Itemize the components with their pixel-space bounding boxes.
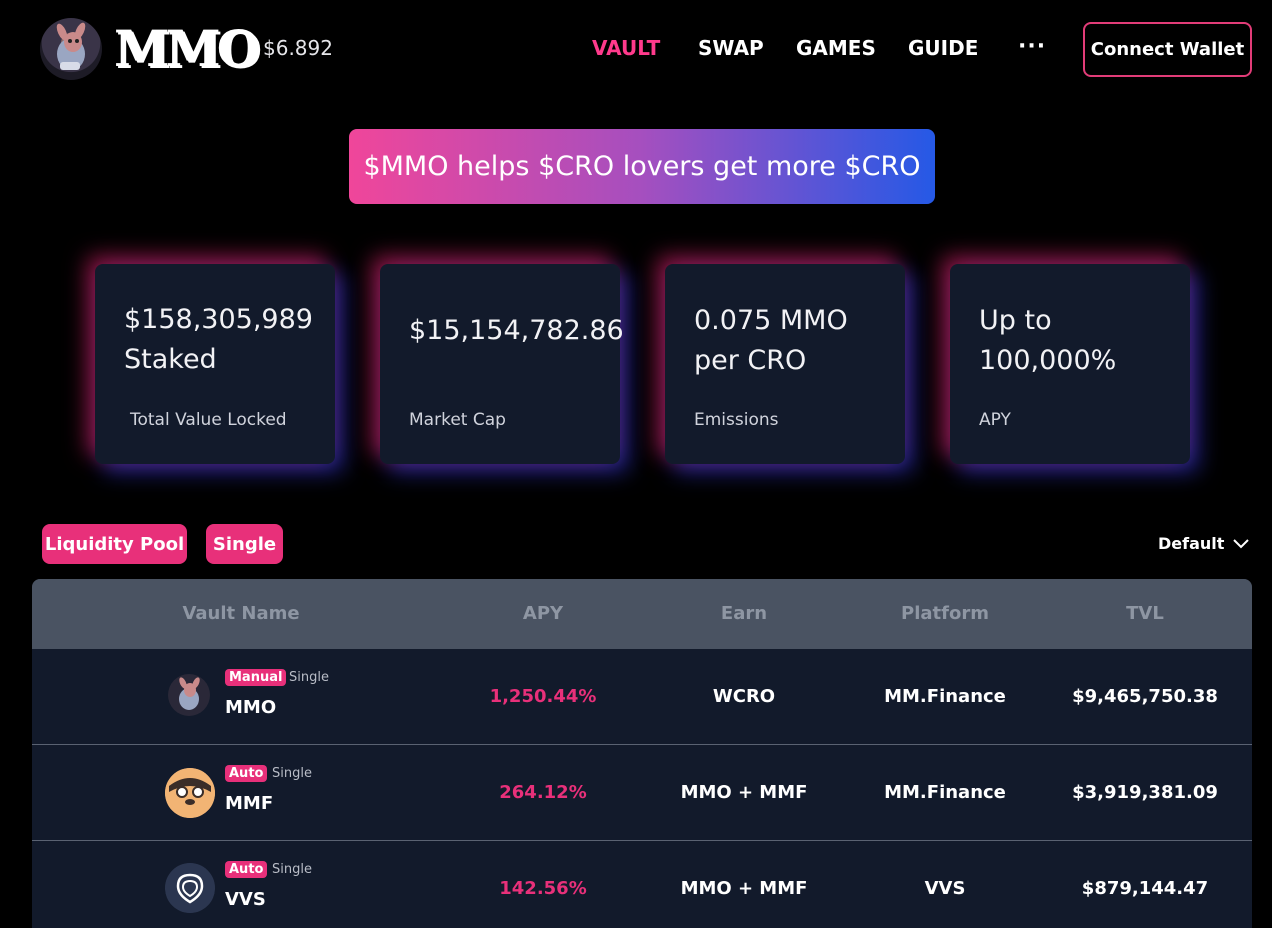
nav-guide[interactable]: GUIDE [908,36,979,60]
stat-value: Up to [979,305,1052,336]
vault-tvl: $9,465,750.38 [1072,686,1218,707]
stat-value-line2: Staked [124,344,217,375]
mmo-wordmark-logo[interactable]: MMO [114,19,260,78]
vault-kind-label: Single [272,766,312,781]
vault-platform: VVS [924,878,966,899]
vault-apy: 1,250.44% [489,686,597,707]
promo-banner: $MMO helps $CRO lovers get more $CRO [349,129,935,204]
mmf-token-icon [165,768,215,818]
filter-liquidity-pool-button[interactable]: Liquidity Pool [42,524,187,564]
stat-label: Total Value Locked [130,410,287,430]
mmo-mascot-logo-icon[interactable] [40,18,102,80]
filter-single-button[interactable]: Single [206,524,283,564]
vault-apy: 142.56% [499,878,587,899]
vvs-token-icon [165,863,215,913]
vault-row-vvs[interactable]: Auto Single VVS 142.56% MMO + MMF VVS $8… [32,841,1252,928]
vault-earn: WCRO [712,686,776,707]
vault-tvl: $879,144.47 [1081,878,1209,899]
stat-value-line2: per CRO [694,345,807,376]
promo-banner-text: $MMO helps $CRO lovers get more $CRO [363,151,921,182]
stat-value: $158,305,989 [124,304,313,335]
stat-label: APY [979,410,1011,430]
vault-name: VVS [225,889,266,910]
vault-table: Vault Name APY Earn Platform TVL Manual … [32,579,1252,928]
stat-card-market-cap: $15,154,782.86 Market Cap [380,264,624,464]
nav-vault[interactable]: VAULT [592,36,661,60]
nav-swap[interactable]: SWAP [698,36,764,60]
vault-earn: MMO + MMF [680,782,808,803]
vault-name: MMF [225,793,274,814]
column-header-vault-name[interactable]: Vault Name [182,603,300,624]
vault-apy: 264.12% [499,782,587,803]
mmo-token-price: $6.892 [263,36,333,60]
column-header-apy[interactable]: APY [522,603,564,624]
more-menu-icon[interactable]: ··· [1018,34,1047,59]
stat-card-tvl: $158,305,989 Staked Total Value Locked [95,264,335,464]
vault-table-header: Vault Name APY Earn Platform TVL [32,579,1252,649]
column-header-tvl[interactable]: TVL [1126,603,1164,624]
chevron-down-icon [1233,538,1250,548]
vault-type-badge: Manual [225,669,287,686]
vault-earn: MMO + MMF [680,878,808,899]
stat-label: Emissions [694,410,779,430]
vault-name: MMO [225,697,277,718]
top-header: MMO $6.892 VAULT SWAP GAMES GUIDE ··· Co… [0,0,1272,100]
vault-row-mmf[interactable]: Auto Single MMF 264.12% MMO + MMF MM.Fin… [32,745,1252,841]
connect-wallet-button[interactable]: Connect Wallet [1083,22,1252,77]
vault-type-badge: Auto [225,765,268,782]
column-header-earn[interactable]: Earn [720,603,768,624]
sort-dropdown[interactable]: Default [1158,534,1250,553]
vault-tvl: $3,919,381.09 [1072,782,1218,803]
vault-platform: MM.Finance [884,782,1006,803]
vault-kind-label: Single [289,670,329,685]
sort-dropdown-label: Default [1158,534,1225,553]
vault-row-mmo[interactable]: Manual Single MMO 1,250.44% WCRO MM.Fina… [32,649,1252,745]
vault-platform: MM.Finance [884,686,1006,707]
stat-card-emissions: 0.075 MMO per CRO Emissions [665,264,905,464]
stat-label: Market Cap [409,410,506,430]
stat-value: 0.075 MMO [694,305,848,336]
stat-value: $15,154,782.86 [409,315,624,346]
vault-kind-label: Single [272,862,312,877]
nav-games[interactable]: GAMES [796,36,876,60]
column-header-platform[interactable]: Platform [901,603,989,624]
stat-card-apy: Up to 100,000% APY [950,264,1190,464]
vault-type-badge: Auto [225,861,268,878]
stat-value-line2: 100,000% [979,345,1117,376]
mmo-token-icon [168,674,210,716]
